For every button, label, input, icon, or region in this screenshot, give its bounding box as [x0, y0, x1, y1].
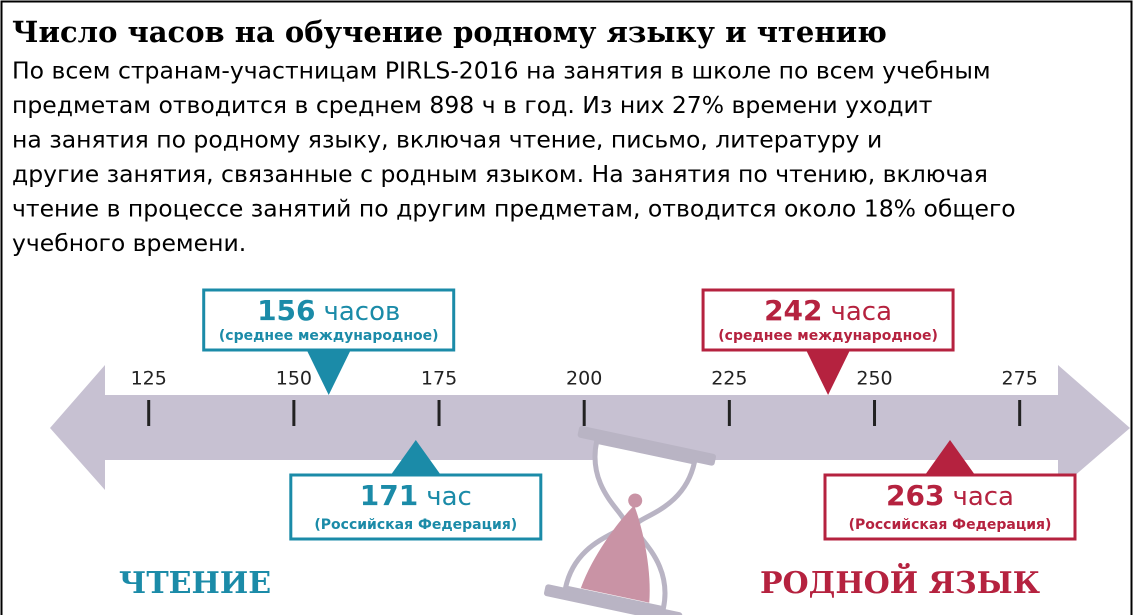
paragraph-line: на занятия по родному языку, включая чте…: [12, 126, 882, 154]
x-tick-label: 275: [1002, 368, 1038, 390]
x-tick-label: 125: [131, 368, 167, 390]
marker-unit: час: [426, 482, 472, 512]
marker-note: (Российская Федерация): [314, 517, 517, 533]
series-label: РОДНОЙ ЯЗЫК: [760, 563, 1040, 601]
marker-box: [289, 473, 543, 541]
marker: [306, 350, 351, 395]
marker: [925, 440, 975, 475]
axis-arrow: [50, 365, 1130, 490]
marker-value-text: 263 часа: [886, 479, 1014, 512]
x-tick-label: 150: [276, 368, 312, 390]
marker: [806, 350, 851, 395]
marker-value: 242: [764, 294, 822, 327]
marker-value: 171: [360, 479, 418, 512]
hourglass: [543, 425, 717, 615]
paragraph-line: предметам отводится в среднем 898 ч в го…: [12, 91, 932, 119]
paragraph-line: другие занятия, связанные с родным языко…: [12, 160, 988, 188]
x-tick-label: 175: [421, 368, 457, 390]
paragraph-line: По всем странам-участницам PIRLS-2016 на…: [12, 57, 991, 85]
x-tick-label: 250: [856, 368, 892, 390]
marker-note: (среднее международное): [219, 328, 439, 344]
marker-box: [202, 288, 456, 352]
x-tick-label: 200: [566, 368, 602, 390]
marker-note: (Российская Федерация): [849, 517, 1052, 533]
marker-note: (среднее международное): [718, 328, 938, 344]
marker-value: 156: [257, 294, 315, 327]
series-label: ЧТЕНИЕ: [119, 566, 271, 601]
title: Число часов на обучение родному языку и …: [12, 15, 887, 49]
paragraph-line: учебного времени.: [12, 229, 246, 257]
marker-box: [701, 288, 955, 352]
x-tick-label: 225: [711, 368, 747, 390]
marker-unit: часа: [831, 297, 893, 327]
marker: [390, 440, 441, 475]
marker-value-text: 242 часа: [764, 294, 892, 327]
marker-unit: часа: [952, 482, 1014, 512]
marker-box: [823, 473, 1077, 541]
marker-value-text: 156 часов: [257, 294, 400, 327]
paragraph-line: чтение в процессе занятий по другим пред…: [12, 195, 1016, 223]
marker-unit: часов: [324, 297, 401, 327]
marker-value-text: 171 час: [360, 479, 472, 512]
marker-value: 263: [886, 479, 944, 512]
